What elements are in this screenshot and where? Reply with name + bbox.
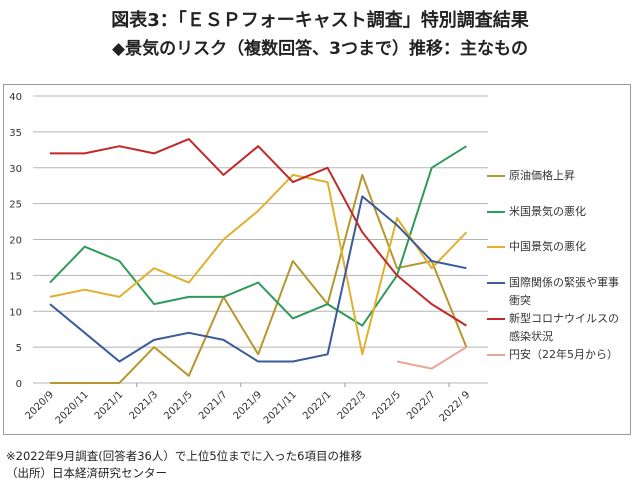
- x-tick-label: 2021/1: [93, 389, 126, 422]
- series-line: [49, 195, 467, 363]
- x-tick-label: 2021/3: [128, 389, 161, 422]
- series-3: [49, 195, 467, 363]
- legend-swatch: [487, 175, 505, 177]
- series-2: [49, 173, 468, 356]
- y-tick-label: 20: [9, 236, 22, 247]
- y-tick-label: 10: [9, 307, 22, 318]
- x-tick-label: 2022/7: [405, 389, 438, 422]
- legend-label: 感染状況: [509, 330, 553, 343]
- series-lines: [49, 138, 468, 384]
- legend-label: 衝突: [509, 294, 531, 307]
- y-tick-label: 5: [16, 343, 22, 354]
- series-line: [50, 173, 468, 384]
- chart-title: 図表3：「ＥＳＰフォーキャスト調査」特別調査結果: [111, 10, 529, 31]
- x-tick-label: 2022/5: [370, 389, 403, 422]
- series-1: [49, 145, 467, 327]
- footnote: ※2022年9月調査(回答者36人）で上位5位までに入った6項目の推移: [6, 449, 362, 463]
- x-tick-label: 2021/11: [262, 389, 299, 426]
- legend-label: 円安（22年5月から）: [509, 348, 618, 361]
- legend-swatch: [487, 318, 505, 320]
- series-line: [49, 145, 467, 327]
- y-tick-label: 15: [9, 271, 22, 282]
- x-tick-label: 2020/9: [23, 389, 56, 422]
- legend-swatch: [487, 246, 505, 248]
- x-tick-label: 2022/3: [336, 389, 369, 422]
- x-tick-label: 2021/9: [232, 389, 265, 422]
- y-tick-label: 30: [9, 164, 22, 175]
- legend-swatch: [487, 354, 505, 356]
- x-tick-label: 2020/11: [54, 389, 91, 426]
- series-5: [396, 346, 467, 370]
- source-note: （出所）日本経済研究センター: [6, 466, 167, 480]
- legend-label: 中国景気の悪化: [509, 240, 586, 253]
- y-axis-ticks: 0 5 10 15 20 25 30 35 40: [9, 92, 22, 390]
- legend-label: 新型コロナウイルスの: [509, 312, 619, 325]
- chart-subtitle: ◆景気のリスク（複数回答、3つまで）推移：主なもの: [112, 39, 528, 59]
- chart-frame: [3, 84, 631, 435]
- series-line: [396, 346, 467, 370]
- legend-swatch: [487, 211, 505, 213]
- legend-label: 国際関係の緊張や軍事: [509, 276, 619, 289]
- y-tick-label: 40: [9, 92, 22, 103]
- x-tick-label: 2022/1: [301, 389, 334, 422]
- x-tick-label: 2021/5: [162, 389, 195, 422]
- legend-label: 米国景気の悪化: [509, 205, 586, 218]
- series-4: [49, 138, 467, 327]
- y-tick-label: 0: [16, 379, 22, 390]
- legend-label: 原油価格上昇: [509, 169, 575, 182]
- x-tick-label: 2022/ 9: [438, 389, 473, 424]
- gridlines: [33, 95, 488, 384]
- y-tick-label: 25: [9, 200, 22, 211]
- series-line: [49, 173, 468, 356]
- x-tick-label: 2021/7: [197, 389, 230, 422]
- y-tick-label: 35: [9, 128, 22, 139]
- legend-swatch: [487, 282, 505, 284]
- series-0: [49, 173, 468, 384]
